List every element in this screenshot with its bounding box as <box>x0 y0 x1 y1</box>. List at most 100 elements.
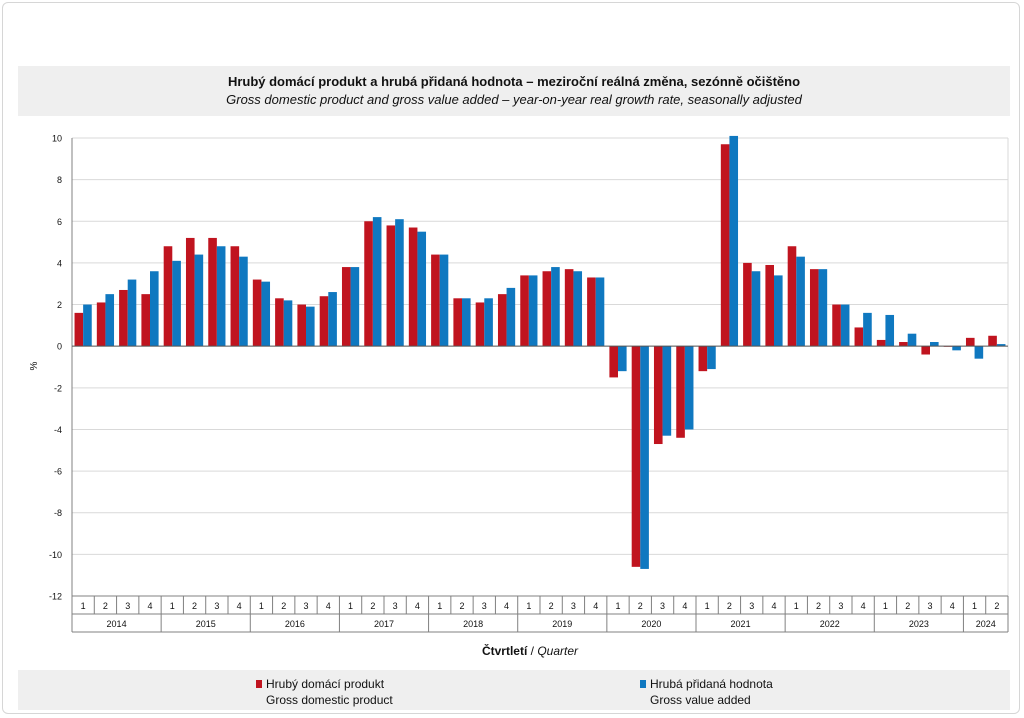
y-tick-label: -10 <box>49 550 62 560</box>
bar-gva <box>796 256 805 347</box>
bar-gdp <box>631 346 641 567</box>
x-tick-label: 1 <box>259 601 264 611</box>
bar-gva <box>974 346 984 359</box>
bar-gdp <box>564 269 574 347</box>
x-tick-label: 2 <box>727 601 732 611</box>
y-tick-label: -8 <box>54 508 62 518</box>
x-tick-label: 3 <box>838 601 843 611</box>
year-label: 2022 <box>820 619 840 629</box>
x-tick-label: 2 <box>459 601 464 611</box>
y-tick-label: 8 <box>57 175 62 185</box>
x-axis-label: Čtvrtletí / Quarter <box>482 643 579 658</box>
bar-gdp <box>520 275 529 347</box>
bar-gva <box>863 312 872 347</box>
x-tick-label: 1 <box>794 601 799 611</box>
legend-item-gdp: Hrubý domácí produkt Gross domestic prod… <box>256 676 393 708</box>
x-tick-label: 1 <box>81 601 86 611</box>
bar-gva <box>194 254 204 347</box>
x-tick-label: 1 <box>170 601 175 611</box>
bar-gdp <box>787 246 797 347</box>
bar-gdp <box>743 262 752 347</box>
year-label: 2024 <box>976 619 996 629</box>
bar-gdp <box>141 294 150 347</box>
bar-gva <box>751 271 761 347</box>
bar-gva <box>372 217 382 347</box>
x-tick-label: 2 <box>549 601 554 611</box>
bar-gva <box>907 333 917 347</box>
x-tick-label: 2 <box>905 601 910 611</box>
x-tick-label: 4 <box>771 601 776 611</box>
bar-gdp <box>230 246 240 347</box>
year-label: 2016 <box>285 619 305 629</box>
year-label: 2021 <box>731 619 751 629</box>
bar-gva <box>640 346 649 569</box>
bar-gva <box>83 304 92 347</box>
x-tick-label: 3 <box>303 601 308 611</box>
legend-gdp-en: Gross domestic product <box>266 693 393 707</box>
bar-gva <box>528 275 538 347</box>
y-tick-label: 0 <box>57 342 62 352</box>
bar-gva <box>885 314 895 347</box>
bar-gva <box>328 292 337 347</box>
bar-gdp <box>988 335 997 347</box>
x-tick-label: 2 <box>816 601 821 611</box>
bar-gva <box>127 279 137 347</box>
x-tick-label: 2 <box>370 601 375 611</box>
bar-gdp <box>854 327 864 347</box>
legend: Hrubý domácí produkt Gross domestic prod… <box>18 670 1010 710</box>
bar-gdp <box>899 342 908 347</box>
legend-gva-cz: Hrubá přidaná hodnota <box>650 677 773 691</box>
bar-gdp <box>208 237 217 347</box>
bar-gva <box>506 287 516 347</box>
year-label: 2017 <box>374 619 394 629</box>
bar-gva <box>595 277 605 347</box>
x-tick-label: 3 <box>482 601 487 611</box>
bar-gva <box>395 219 404 347</box>
x-tick-label: 1 <box>526 601 531 611</box>
bar-gdp <box>364 221 373 347</box>
x-tick-label: 4 <box>682 601 687 611</box>
bar-gdp <box>876 339 886 347</box>
x-axis-label-cz: Čtvrtletí <box>482 643 528 658</box>
x-tick-label: 1 <box>615 601 620 611</box>
y-axis-label: % <box>29 361 40 370</box>
x-axis-label-en: Quarter <box>537 644 579 658</box>
bar-gva <box>439 254 449 347</box>
legend-gva-en: Gross value added <box>650 693 751 707</box>
x-tick-label: 1 <box>348 601 353 611</box>
year-label: 2018 <box>463 619 483 629</box>
bar-gdp <box>475 302 485 347</box>
x-tick-label: 1 <box>972 601 977 611</box>
bar-gdp <box>720 144 730 347</box>
bars-layer <box>74 135 1006 569</box>
bar-gdp <box>119 289 128 347</box>
bar-gva <box>283 300 293 347</box>
bar-gdp <box>832 304 841 347</box>
bar-gdp <box>765 264 774 347</box>
year-label: 2023 <box>909 619 929 629</box>
x-tick-label: 4 <box>950 601 955 611</box>
bar-gdp <box>965 337 975 347</box>
legend-swatch-gva <box>640 680 646 688</box>
year-label: 2020 <box>641 619 661 629</box>
x-tick-label: 1 <box>705 601 710 611</box>
bar-gva <box>996 344 1006 347</box>
bar-gva <box>952 346 961 351</box>
bar-gva <box>261 281 271 347</box>
x-tick-label: 1 <box>437 601 442 611</box>
bar-gdp <box>542 271 552 347</box>
bar-gdp <box>275 298 284 347</box>
x-tick-label: 2 <box>192 601 197 611</box>
bar-gva <box>662 346 672 436</box>
bar-gdp <box>319 296 329 347</box>
bar-gva <box>818 269 828 347</box>
legend-item-gva: Hrubá přidaná hodnota Gross value added <box>640 676 773 708</box>
bar-gdp <box>408 227 418 347</box>
bar-gva <box>573 271 583 347</box>
axis-layer: 10 8 6 4 2 0 -2 -4 -6 -8 -10 -12 1 2 3 4 1 2 3 4 1 2 3 4 1 2 3 4 1 2 3… <box>49 134 1009 633</box>
y-tick-label: -2 <box>54 383 62 393</box>
bar-gva <box>707 346 716 370</box>
y-tick-label: -4 <box>54 425 62 435</box>
legend-swatch-gdp <box>256 680 262 688</box>
